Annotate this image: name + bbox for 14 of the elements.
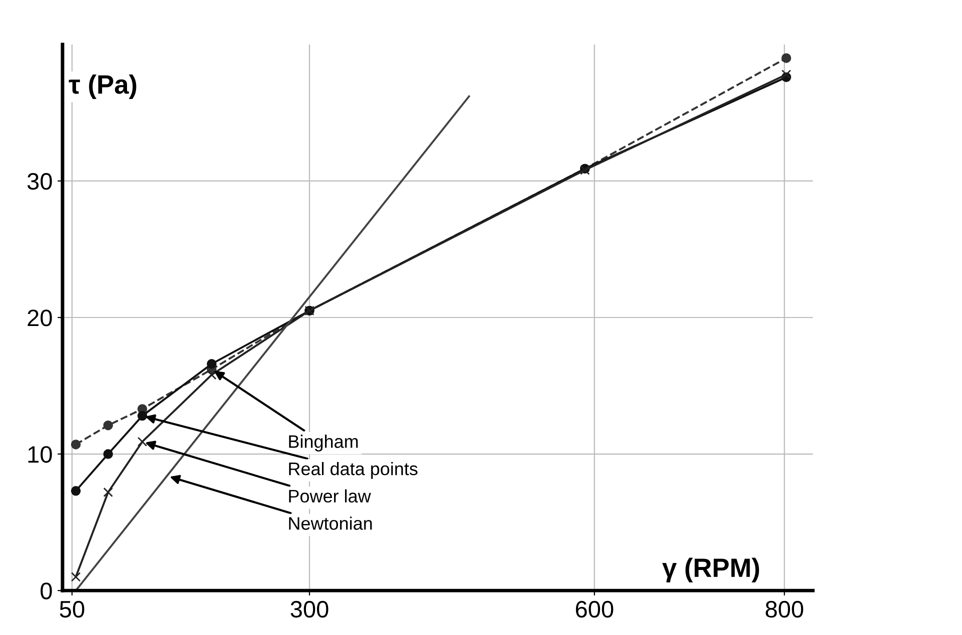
y-tick-label: 10 — [28, 446, 52, 463]
x-axis-title: γ (RPM) — [662, 558, 760, 582]
x-tick-label: 600 — [576, 600, 614, 618]
y-tick-label: 0 — [40, 582, 52, 600]
annotation: Newtonian — [289, 516, 372, 530]
annotation: Bingham — [289, 434, 358, 452]
x-tick-label: 50 — [60, 600, 84, 618]
y-tick-label: 20 — [28, 310, 52, 326]
x-tick-label: 800 — [766, 600, 804, 618]
annotation: Power law — [289, 489, 371, 503]
x-tick-label: 300 — [290, 600, 328, 618]
y-tick-label: 30 — [27, 173, 52, 190]
annotation: Real data points — [289, 462, 418, 479]
y-axis-title: τ (Pa) — [68, 74, 136, 100]
